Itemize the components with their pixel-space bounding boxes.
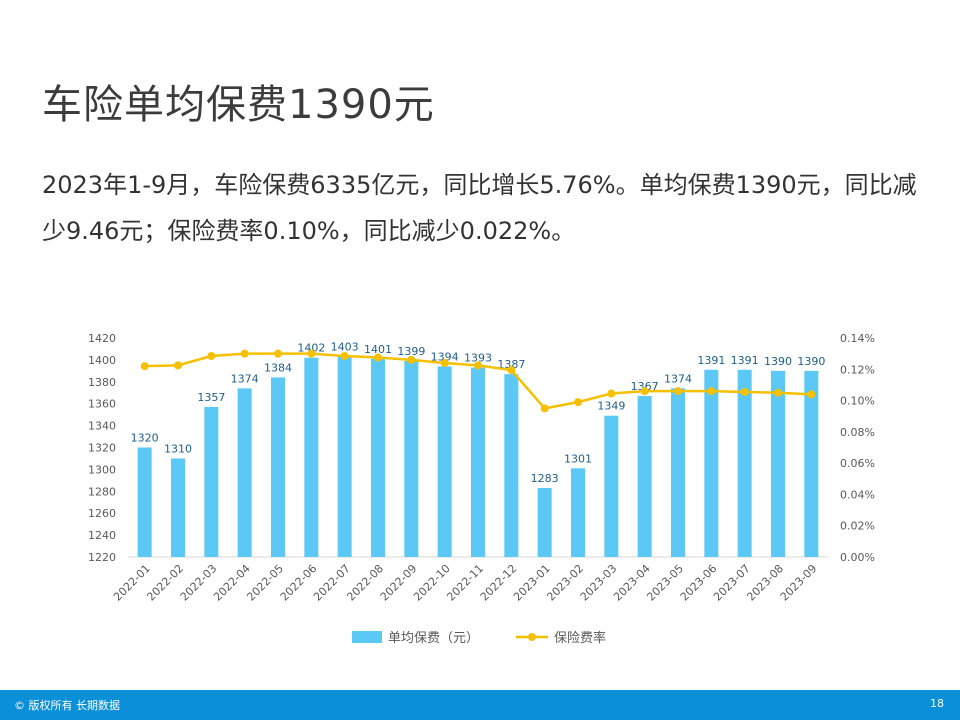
rate-point <box>474 361 482 370</box>
bar-data-label: 1349 <box>597 400 625 413</box>
bar <box>204 406 219 557</box>
y-right-tick-label: 0.04% <box>840 488 875 501</box>
bar-data-label: 1283 <box>531 472 559 485</box>
rate-point <box>274 349 282 358</box>
legend-bar-swatch <box>352 631 382 643</box>
rate-point <box>574 398 582 407</box>
rate-point <box>374 353 382 362</box>
y-right-tick-label: 0.10% <box>840 395 875 408</box>
bar-data-label: 1390 <box>797 355 825 368</box>
bar <box>404 360 419 557</box>
y-left-tick-label: 1340 <box>88 420 116 433</box>
y-left-tick-label: 1360 <box>88 398 116 411</box>
y-left-tick-label: 1300 <box>88 463 116 476</box>
rate-point <box>807 390 816 399</box>
y-left-tick-label: 1380 <box>88 376 116 389</box>
rate-point <box>607 389 616 398</box>
rate-point <box>707 387 716 396</box>
rate-point <box>640 387 649 396</box>
bar-data-label: 1310 <box>164 442 192 455</box>
bar <box>737 369 752 557</box>
bar <box>771 370 785 557</box>
y-right-tick-label: 0.02% <box>840 520 875 533</box>
y-left-tick-label: 1280 <box>88 485 116 498</box>
rate-point <box>507 366 516 375</box>
rate-point <box>674 387 682 396</box>
bar-data-label: 1402 <box>297 342 325 355</box>
slide-description: 2023年1-9月，车险保费6335亿元，同比增长5.76%。单均保费1390元… <box>42 171 917 245</box>
y-left-tick-label: 1260 <box>88 507 116 520</box>
bar-data-label: 1367 <box>631 380 659 393</box>
bar-data-label: 1384 <box>264 361 292 374</box>
bar-data-label: 1394 <box>431 350 459 363</box>
y-left-tick-label: 1240 <box>88 529 116 542</box>
bar-data-label: 1320 <box>131 432 159 445</box>
footer-bar: © 版权所有 长期数据 18 <box>0 690 960 720</box>
bar <box>137 447 152 557</box>
bar <box>471 367 485 557</box>
bar-data-label: 1374 <box>231 372 259 385</box>
legend-bar-label: 单均保费（元） <box>388 631 479 646</box>
legend-line-label: 保险费率 <box>554 630 606 646</box>
y-right-tick-label: 0.08% <box>840 426 875 439</box>
bar <box>704 369 719 557</box>
bar <box>304 357 319 557</box>
x-tick-label: 2023-09 <box>778 562 820 604</box>
rate-point <box>407 355 416 364</box>
bar <box>571 468 585 557</box>
bar <box>504 374 519 557</box>
bar-data-label: 1390 <box>764 355 792 368</box>
bar-data-label: 1401 <box>364 343 392 356</box>
y-left-tick-label: 1420 <box>88 332 116 345</box>
y-right-tick-label: 0.14% <box>840 332 875 345</box>
legend-line-marker <box>528 633 536 641</box>
y-right-tick-label: 0.12% <box>840 363 875 376</box>
bar-data-label: 1393 <box>464 352 492 365</box>
slide-title: 车险单均保费1390元 <box>42 82 435 128</box>
page-number: 18 <box>930 697 944 710</box>
bar <box>604 415 619 557</box>
bar-data-label: 1391 <box>731 354 759 367</box>
bar <box>237 388 252 557</box>
bar <box>637 396 652 557</box>
bar-data-label: 1399 <box>397 345 425 358</box>
bar-data-label: 1301 <box>564 452 592 465</box>
bar-data-label: 1391 <box>697 354 725 367</box>
y-right-tick-label: 0.00% <box>840 551 875 564</box>
bar <box>171 458 185 557</box>
rate-point <box>540 404 549 413</box>
bar <box>671 388 685 557</box>
y-right-tick-label: 0.06% <box>840 457 875 470</box>
bar <box>337 356 352 557</box>
bar <box>804 370 819 557</box>
combo-chart: 1220 1240 1260 1280 1300 1320 1340 1360 1380 1400… <box>88 332 875 646</box>
rate-point <box>207 351 216 360</box>
bar <box>371 358 385 557</box>
y-left-tick-label: 1320 <box>88 442 116 455</box>
rate-point <box>740 387 749 396</box>
bar <box>271 377 285 557</box>
y-left-tick-label: 1400 <box>88 354 116 367</box>
rate-point <box>174 361 182 370</box>
copyright-text: © 版权所有 长期数据 <box>14 699 120 712</box>
rate-point <box>140 362 149 371</box>
bar-data-label: 1403 <box>331 341 359 354</box>
rate-point <box>307 349 316 358</box>
bar-data-label: 1374 <box>664 372 692 385</box>
rate-point <box>774 388 782 397</box>
rate-point <box>440 359 449 368</box>
bar <box>537 488 552 557</box>
rate-point <box>240 349 249 358</box>
y-left-tick-label: 1220 <box>88 551 116 564</box>
rate-point <box>340 351 349 360</box>
bar-data-label: 1357 <box>197 391 225 404</box>
bar <box>437 366 452 557</box>
